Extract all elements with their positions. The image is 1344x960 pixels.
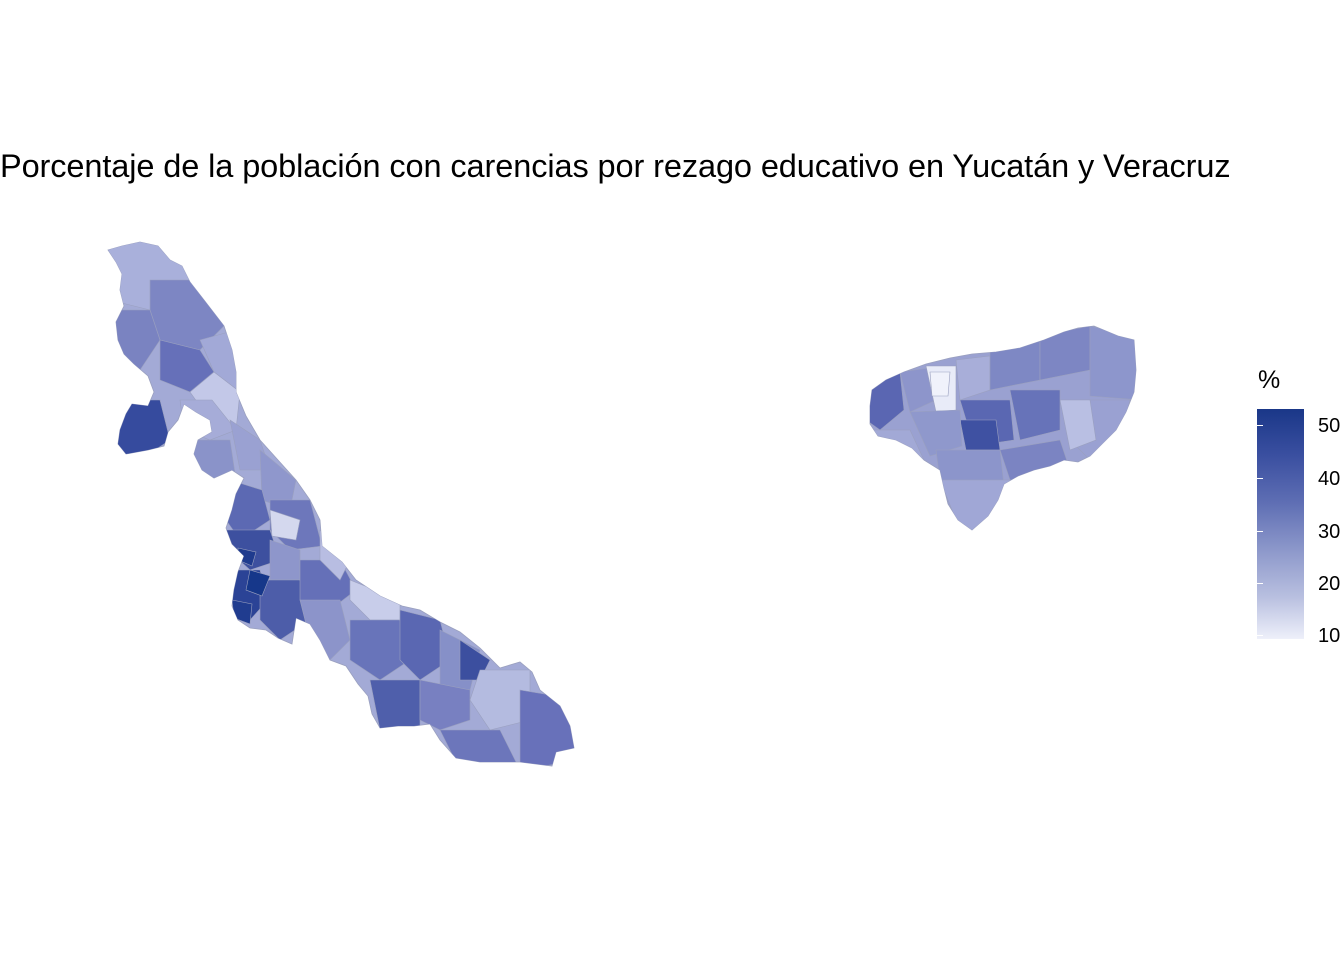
legend-tick-label: 10 <box>1318 625 1341 647</box>
map-title: Porcentaje de la población con carencias… <box>0 148 1231 184</box>
legend-tick-mark <box>1304 478 1312 479</box>
legend-tick-label: 30 <box>1318 521 1341 543</box>
legend-tick-mark <box>1304 635 1312 636</box>
legend-tick-mark <box>1257 583 1263 584</box>
state-yucatan <box>869 325 1137 531</box>
legend-colorbar <box>1257 409 1304 639</box>
legend-tick-mark <box>1304 425 1312 426</box>
legend-tick-mark <box>1304 531 1312 532</box>
legend-tick-mark <box>1304 583 1312 584</box>
legend-tick-label: 20 <box>1318 573 1341 595</box>
legend-tick-mark <box>1257 478 1263 479</box>
legend-tick-mark <box>1257 531 1263 532</box>
legend-tick-label: 40 <box>1318 468 1341 490</box>
legend-tick-label: 50 <box>1318 415 1341 437</box>
legend-tick-mark <box>1257 425 1263 426</box>
legend-tick-mark <box>1257 635 1263 636</box>
legend-title: % <box>1258 366 1281 394</box>
state-veracruz <box>107 241 575 767</box>
